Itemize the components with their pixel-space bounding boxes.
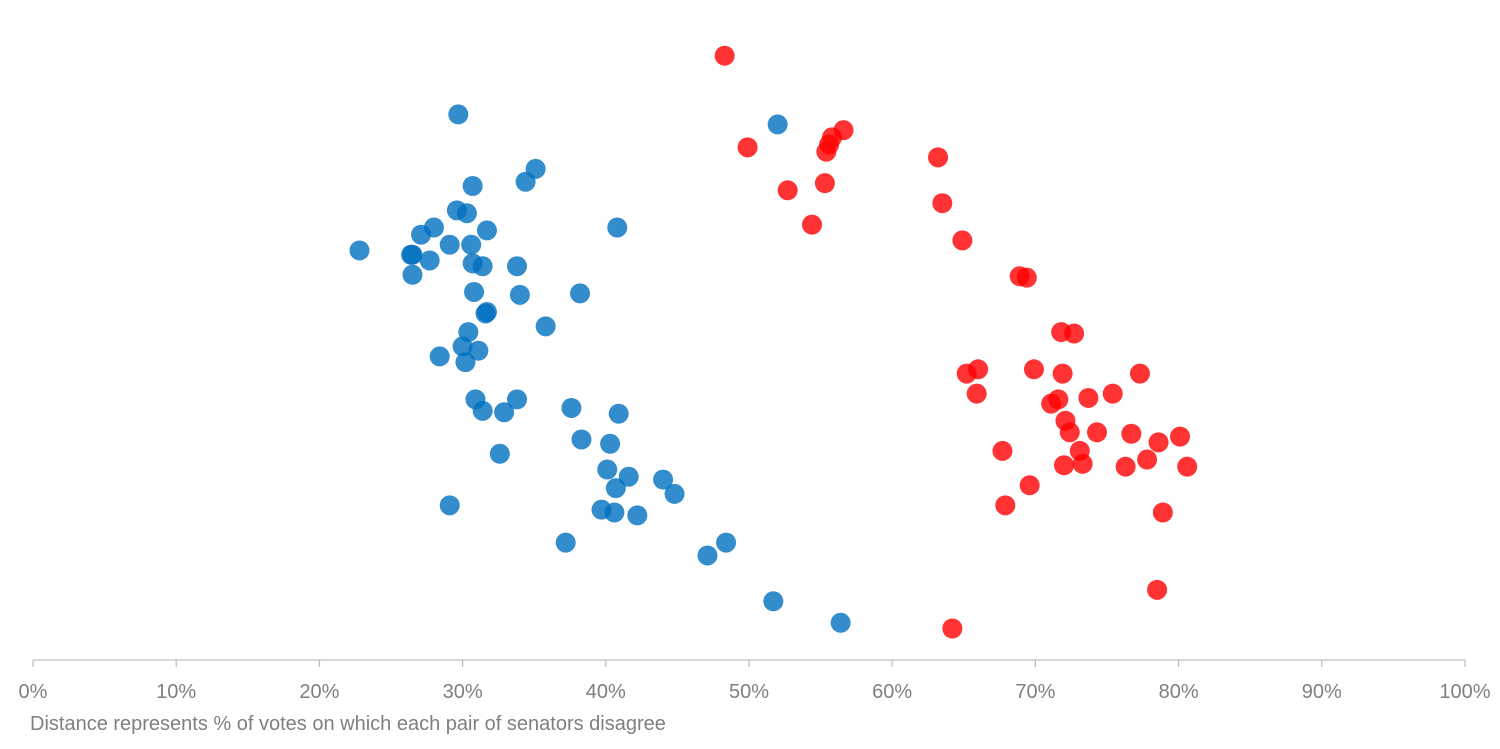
data-point-series-1 [570, 283, 591, 304]
data-point-series-1 [561, 397, 582, 418]
data-point-series-1 [763, 591, 784, 612]
data-point-series-1 [604, 502, 625, 523]
data-point-series-1 [653, 469, 674, 490]
data-point-series-2 [1064, 323, 1085, 344]
x-tick-label: 0% [19, 681, 48, 703]
data-point-series-1 [429, 346, 450, 367]
data-point-series-2 [1152, 502, 1173, 523]
x-tick-label: 70% [1015, 681, 1055, 703]
data-point-series-1 [607, 217, 628, 238]
data-point-series-1 [716, 532, 737, 553]
data-point-series-2 [1059, 422, 1080, 443]
data-point-series-1 [489, 443, 510, 464]
data-point-series-1 [402, 244, 423, 265]
data-point-series-1 [830, 612, 851, 633]
data-point-series-1 [468, 340, 489, 361]
data-point-series-2 [995, 495, 1016, 516]
x-tick-label: 30% [443, 681, 483, 703]
data-point-series-2 [942, 618, 963, 639]
data-point-series-2 [992, 440, 1013, 461]
data-point-series-1 [476, 220, 497, 241]
data-point-series-1 [627, 505, 648, 526]
data-point-series-2 [1177, 456, 1198, 477]
data-point-series-1 [600, 433, 621, 454]
data-point-series-2 [1129, 363, 1150, 384]
data-point-series-2 [714, 45, 735, 66]
data-point-series-2 [1170, 426, 1191, 447]
data-point-series-1 [439, 495, 460, 516]
data-point-series-1 [461, 234, 482, 255]
data-point-series-2 [1137, 449, 1158, 470]
data-point-series-2 [1147, 579, 1168, 600]
data-point-series-2 [928, 147, 949, 168]
data-point-series-1 [571, 429, 592, 450]
data-point-series-2 [956, 363, 977, 384]
data-point-series-1 [455, 352, 476, 373]
data-point-series-1 [402, 264, 423, 285]
x-tick-label: 50% [729, 681, 769, 703]
data-point-series-1 [618, 466, 639, 487]
data-point-series-1 [605, 478, 626, 499]
data-point-series-1 [767, 114, 788, 135]
data-point-series-1 [664, 483, 685, 504]
data-point-series-1 [456, 203, 477, 224]
data-point-series-1 [494, 402, 515, 423]
data-point-series-2 [1019, 475, 1040, 496]
data-point-series-1 [419, 250, 440, 271]
data-point-series-1 [475, 303, 496, 324]
data-point-series-2 [777, 180, 798, 201]
data-point-series-1 [472, 256, 493, 277]
data-point-series-2 [1041, 393, 1062, 414]
data-point-series-2 [816, 141, 837, 162]
data-point-series-1 [464, 281, 485, 302]
data-point-series-2 [966, 383, 987, 404]
data-point-series-2 [1086, 422, 1107, 443]
data-point-series-2 [1054, 455, 1075, 476]
data-point-series-2 [1078, 387, 1099, 408]
data-point-series-2 [737, 137, 758, 158]
data-point-series-2 [814, 173, 835, 194]
x-tick-label: 40% [586, 681, 626, 703]
data-point-series-2 [1115, 456, 1136, 477]
x-tick-label: 60% [872, 681, 912, 703]
data-point-series-1 [507, 256, 528, 277]
x-tick-label: 10% [156, 681, 196, 703]
data-point-series-2 [1052, 363, 1073, 384]
data-point-series-1 [515, 171, 536, 192]
x-tick-label: 20% [299, 681, 339, 703]
data-point-series-2 [932, 193, 953, 214]
points-layer [349, 45, 1198, 639]
data-point-series-1 [452, 336, 473, 357]
data-point-series-1 [509, 284, 530, 305]
data-point-series-1 [608, 403, 629, 424]
data-point-series-2 [1148, 432, 1169, 453]
data-point-series-1 [349, 240, 370, 261]
data-point-series-1 [472, 400, 493, 421]
data-point-series-2 [802, 214, 823, 235]
x-tick-label: 100% [1439, 681, 1490, 703]
data-point-series-1 [697, 545, 718, 566]
x-tick-label: 80% [1159, 681, 1199, 703]
data-point-series-2 [1023, 359, 1044, 380]
data-point-series-1 [555, 532, 576, 553]
x-axis-ticks: 0% 10% 20% 30% 40% 50% 60% 70% 80% 90% 100% [19, 660, 1491, 703]
data-point-series-2 [1016, 267, 1037, 288]
x-axis-label: Distance represents % of votes on which … [30, 713, 666, 735]
data-point-series-1 [462, 176, 483, 197]
data-point-series-2 [1072, 453, 1093, 474]
data-point-series-1 [411, 224, 432, 245]
data-point-series-1 [535, 316, 556, 337]
data-point-series-1 [597, 459, 618, 480]
data-point-series-2 [1102, 383, 1123, 404]
x-tick-label: 90% [1302, 681, 1342, 703]
data-point-series-1 [439, 234, 460, 255]
data-point-series-2 [952, 230, 973, 251]
data-point-series-1 [507, 389, 528, 410]
data-point-series-2 [1121, 423, 1142, 444]
data-point-series-1 [448, 104, 469, 125]
